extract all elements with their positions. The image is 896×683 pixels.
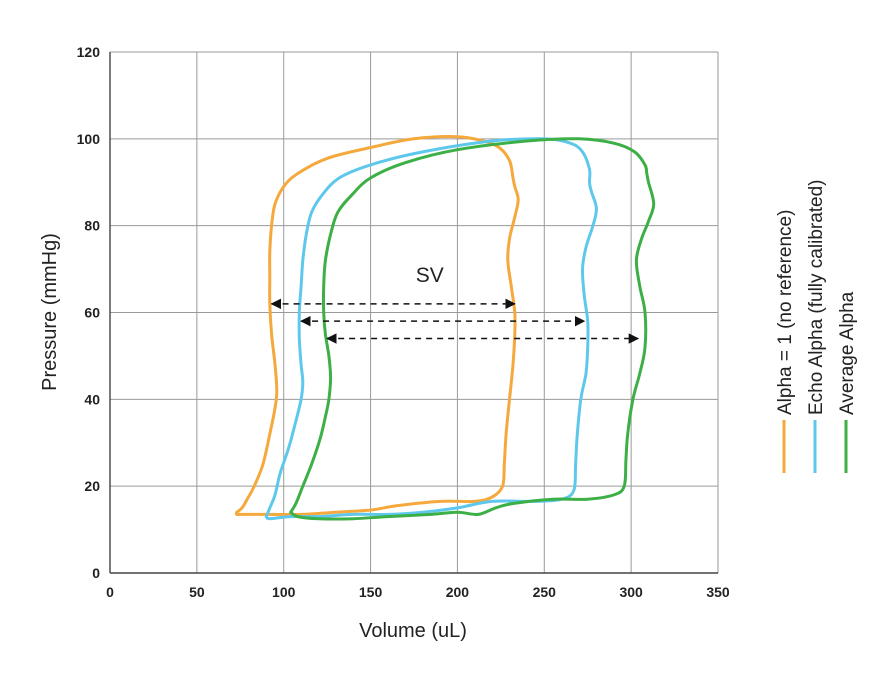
y-tick-label: 0 (92, 565, 100, 581)
series-line-average-alpha (289, 137, 656, 521)
legend: Alpha = 1 (no reference) Echo Alpha (ful… (775, 179, 858, 473)
x-tick-label: 350 (706, 584, 730, 600)
y-axis-title: Pressure (mmHg) (39, 233, 61, 391)
y-tick-label: 40 (84, 391, 100, 407)
y-tick-label: 60 (84, 305, 100, 321)
x-tick-label: 0 (106, 584, 114, 600)
y-tick-label: 100 (77, 131, 101, 147)
tick-labels: 0 50 100 150 200 250 300 350 0 20 40 60 80 100 120 (77, 44, 730, 600)
legend-item-alpha1: Alpha = 1 (no reference) (775, 210, 796, 473)
y-tick-label: 20 (84, 478, 100, 494)
x-tick-label: 100 (272, 584, 296, 600)
legend-label-average-alpha: Average Alpha (837, 291, 858, 415)
x-tick-label: 250 (533, 584, 557, 600)
y-tick-label: 120 (77, 44, 101, 60)
x-tick-label: 300 (619, 584, 643, 600)
legend-item-echo-alpha: Echo Alpha (fully calibrated) (806, 179, 827, 473)
x-tick-label: 150 (359, 584, 383, 600)
series-line-echo-alpha (264, 137, 598, 521)
grid (109, 51, 719, 574)
x-tick-label: 50 (189, 584, 205, 600)
x-tick-label: 200 (446, 584, 470, 600)
series-line-alpha1 (234, 135, 520, 517)
legend-label-echo-alpha: Echo Alpha (fully calibrated) (806, 179, 827, 415)
legend-item-average-alpha: Average Alpha (837, 291, 858, 473)
series-lines (234, 135, 656, 521)
sv-annotations: SV (270, 264, 640, 344)
sv-label: SV (416, 264, 444, 287)
y-tick-label: 80 (84, 218, 100, 234)
legend-label-alpha1: Alpha = 1 (no reference) (775, 210, 796, 415)
x-axis-title: Volume (uL) (359, 620, 467, 642)
axes (109, 52, 718, 574)
